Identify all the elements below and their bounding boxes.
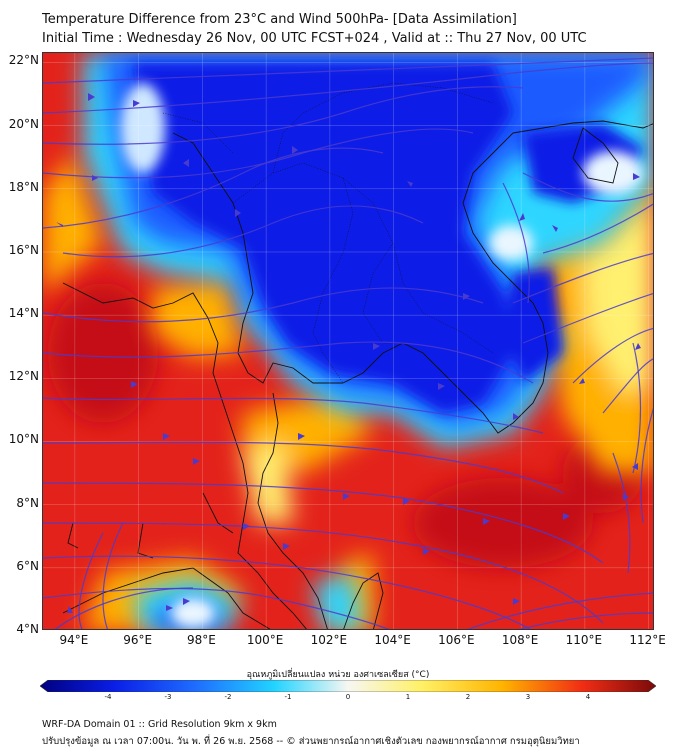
wind-arrowheads <box>56 93 641 613</box>
lat-label: 20°N <box>8 116 39 131</box>
colorbar-tick-label: 4 <box>585 693 591 701</box>
map-title: Temperature Difference from 23°C and Win… <box>42 12 517 27</box>
colorbar-gradient <box>40 680 656 692</box>
footer-credit: ปรับปรุงข้อมูล ณ เวลา 07:00น. วัน พ. ที่… <box>42 736 580 747</box>
lon-label: 104°E <box>374 633 411 647</box>
lon-label: 94°E <box>59 633 89 647</box>
colorbar-tick-label: 2 <box>465 693 471 701</box>
colorbar-tick-label: -2 <box>224 693 232 701</box>
wind-streamlines <box>43 57 653 629</box>
lon-label: 106°E <box>438 633 475 647</box>
lat-label: 18°N <box>8 179 39 194</box>
lat-label: 14°N <box>8 306 39 321</box>
lat-label: 12°N <box>8 369 39 384</box>
colorbar-title: อุณหภูมิเปลี่ยนแปลง หน่วย องศาเซลเซียส (… <box>246 670 430 680</box>
colorbar-tick-label: 0 <box>345 693 351 701</box>
temperature-wind-map <box>43 53 653 629</box>
lon-label: 112°E <box>629 633 666 647</box>
lat-label: 22°N <box>8 53 39 68</box>
lon-label: 110°E <box>565 633 603 647</box>
colorbar-tick-label: 3 <box>525 693 531 701</box>
colorbar-tick-label: -4 <box>104 693 112 701</box>
coastlines <box>62 120 653 629</box>
lat-lon-gridlines <box>43 53 653 629</box>
lat-label: 4°N <box>16 622 39 636</box>
colorbar-tick-label: -3 <box>164 693 172 701</box>
lon-label: 98°E <box>186 633 216 647</box>
colorbar <box>40 680 656 692</box>
map-panel <box>42 52 654 630</box>
lat-label: 10°N <box>8 432 39 447</box>
lon-label: 102°E <box>310 633 348 647</box>
lon-label: 96°E <box>123 633 153 647</box>
lat-label: 8°N <box>16 495 39 510</box>
lat-label: 6°N <box>16 558 39 573</box>
footer-model-info: WRF-DA Domain 01 :: Grid Resolution 9km … <box>42 719 277 730</box>
colorbar-tick-label: 1 <box>405 693 411 701</box>
temperature-anomaly-shading <box>43 53 653 629</box>
colorbar-tick-label: -1 <box>284 693 292 701</box>
map-subtitle: Initial Time : Wednesday 26 Nov, 00 UTC … <box>42 31 587 46</box>
lat-label: 16°N <box>8 242 39 257</box>
lon-label: 100°E <box>246 633 284 647</box>
lon-label: 108°E <box>501 633 539 647</box>
